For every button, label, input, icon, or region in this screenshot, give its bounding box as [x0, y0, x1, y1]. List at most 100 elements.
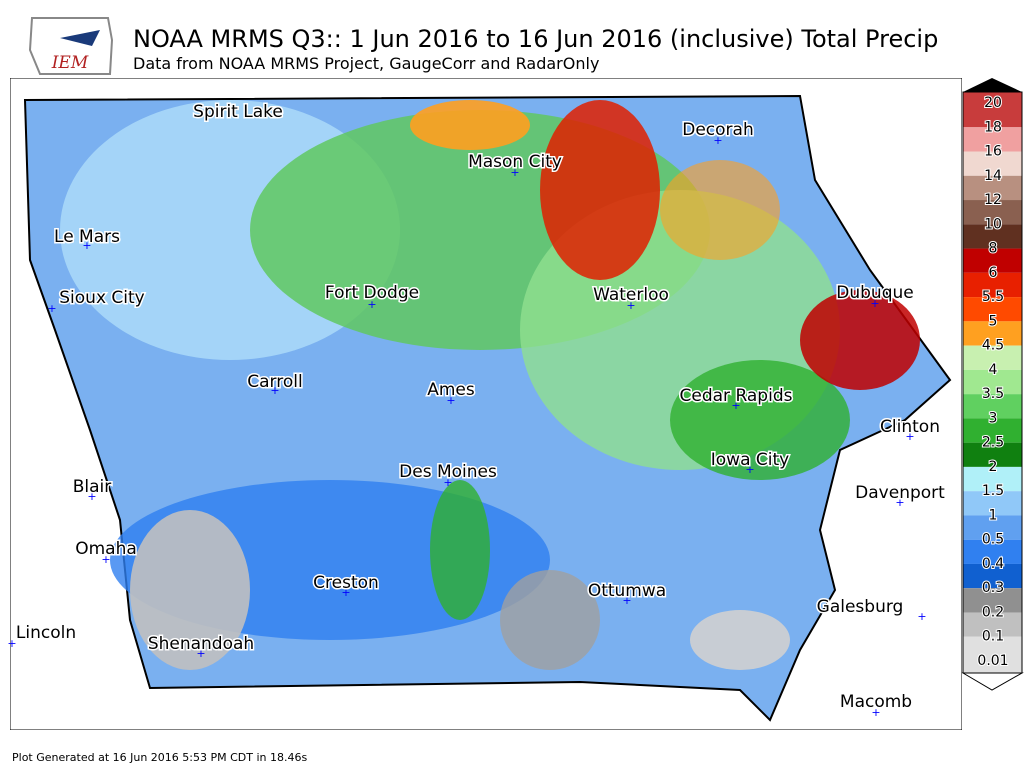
legend-swatch	[963, 394, 1022, 419]
city-marker: +	[871, 706, 880, 719]
map	[10, 78, 962, 730]
legend-swatch	[963, 636, 1022, 673]
city-marker: +	[870, 297, 879, 310]
city-marker: +	[101, 553, 110, 566]
legend-swatch	[963, 588, 1022, 613]
legend-label: 0.2	[982, 604, 1004, 620]
legend-label: 18	[984, 119, 1002, 135]
legend-swatch	[963, 418, 1022, 443]
city-marker: +	[895, 496, 904, 509]
legend-swatch	[963, 563, 1022, 589]
logo-text: IEM	[51, 53, 89, 73]
legend-swatch	[963, 175, 1022, 201]
legend-swatch	[963, 321, 1022, 346]
legend-label: 6	[989, 265, 998, 281]
city-marker: +	[731, 399, 740, 412]
city-label: Ames	[427, 380, 475, 400]
city-labels: Spirit Lake+Decorah+Mason City+Le Mars+S…	[7, 101, 946, 720]
legend-label: 2	[989, 459, 998, 475]
legend-swatch	[963, 442, 1022, 467]
city-marker: +	[82, 239, 91, 252]
city-label: Blair	[73, 477, 112, 497]
legend-swatch	[963, 272, 1022, 298]
legend-label: 0.1	[982, 629, 1004, 645]
legend-label: 14	[984, 168, 1002, 184]
city-marker: +	[367, 298, 376, 311]
subtitle: Data from NOAA MRMS Project, GaugeCorr a…	[133, 54, 599, 73]
city-marker: +	[87, 490, 96, 503]
footer: Plot Generated at 16 Jun 2016 5:53 PM CD…	[12, 751, 308, 764]
city-marker: +	[47, 302, 56, 315]
legend-swatch	[963, 127, 1022, 152]
legend-label: 4.5	[982, 338, 1004, 354]
legend-swatch	[963, 369, 1022, 395]
legend-swatch	[963, 200, 1022, 225]
city-label: Davenport	[855, 483, 945, 503]
city-marker: +	[446, 394, 455, 407]
city-label: Galesburg	[817, 597, 904, 617]
legend-swatch	[963, 151, 1022, 176]
city-label: Ottumwa	[588, 581, 666, 601]
city-label: Fort Dodge	[325, 283, 419, 303]
city-label: Omaha	[75, 539, 137, 559]
city-marker: +	[510, 166, 519, 179]
city-label: Dubuque	[836, 283, 913, 303]
city-label: Sioux City	[59, 288, 144, 308]
legend-label: 20	[984, 95, 1002, 111]
legend-swatch	[963, 297, 1022, 322]
legend-label: 0.3	[982, 580, 1004, 596]
legend-swatch	[963, 224, 1022, 249]
city-label: Macomb	[840, 692, 912, 712]
legend-label: 12	[984, 192, 1002, 208]
city-marker: +	[917, 610, 926, 623]
legend-swatch	[963, 92, 1022, 128]
city-label: Decorah	[682, 120, 753, 140]
city-label: Le Mars	[54, 227, 120, 247]
legend-label: 5	[989, 313, 998, 329]
legend-label: 3.5	[982, 386, 1004, 402]
city-marker: +	[713, 134, 722, 147]
legend: 20 18 16 14 12 10 8 6 5.5 5 4.5 4 3.5 3 2.5 2 1.5 1 0.5 0.4…	[961, 78, 1024, 691]
legend-label: 16	[984, 144, 1002, 160]
legend-label: 5.5	[982, 289, 1004, 305]
city-marker: +	[443, 476, 452, 489]
legend-swatch	[963, 612, 1022, 637]
city-label: Lincoln	[16, 623, 76, 643]
city-marker: +	[905, 430, 914, 443]
legend-label: 4	[989, 362, 998, 378]
legend-swatch	[963, 515, 1022, 540]
city-marker: +	[7, 637, 16, 650]
legend-label: 3	[989, 410, 998, 426]
city-marker: +	[626, 299, 635, 312]
legend-swatch	[963, 248, 1022, 273]
legend-label: 8	[989, 241, 998, 257]
city-marker: +	[622, 594, 631, 607]
city-marker: +	[270, 384, 279, 397]
city-label: Cedar Rapids	[680, 386, 793, 406]
legend-label: 2.5	[982, 435, 1004, 451]
city-label: Shenandoah	[148, 634, 254, 654]
city-label: Waterloo	[593, 285, 669, 305]
city-label: Iowa City	[711, 450, 789, 470]
city-label: Des Moines	[399, 462, 497, 482]
legend-swatch	[963, 345, 1022, 370]
city-marker: +	[341, 586, 350, 599]
legend-label: 0.4	[982, 556, 1004, 572]
city-label: Clinton	[880, 417, 940, 437]
legend-swatch	[963, 491, 1022, 516]
legend-label: 0.5	[982, 532, 1004, 548]
city-marker: +	[196, 647, 205, 660]
legend-label: 1	[989, 507, 998, 523]
legend-label: 0.01	[977, 653, 1008, 669]
city-label: Carroll	[247, 372, 302, 392]
legend-label: 1.5	[982, 483, 1004, 499]
legend-swatch	[963, 466, 1022, 492]
legend-swatch	[963, 539, 1022, 564]
logo: IEM	[28, 17, 114, 75]
city-marker: +	[745, 463, 754, 476]
legend-label: 10	[984, 216, 1002, 232]
city-label: Mason City	[468, 152, 562, 172]
city-label: Spirit Lake	[193, 102, 283, 122]
title: NOAA MRMS Q3:: 1 Jun 2016 to 16 Jun 2016…	[133, 25, 938, 53]
